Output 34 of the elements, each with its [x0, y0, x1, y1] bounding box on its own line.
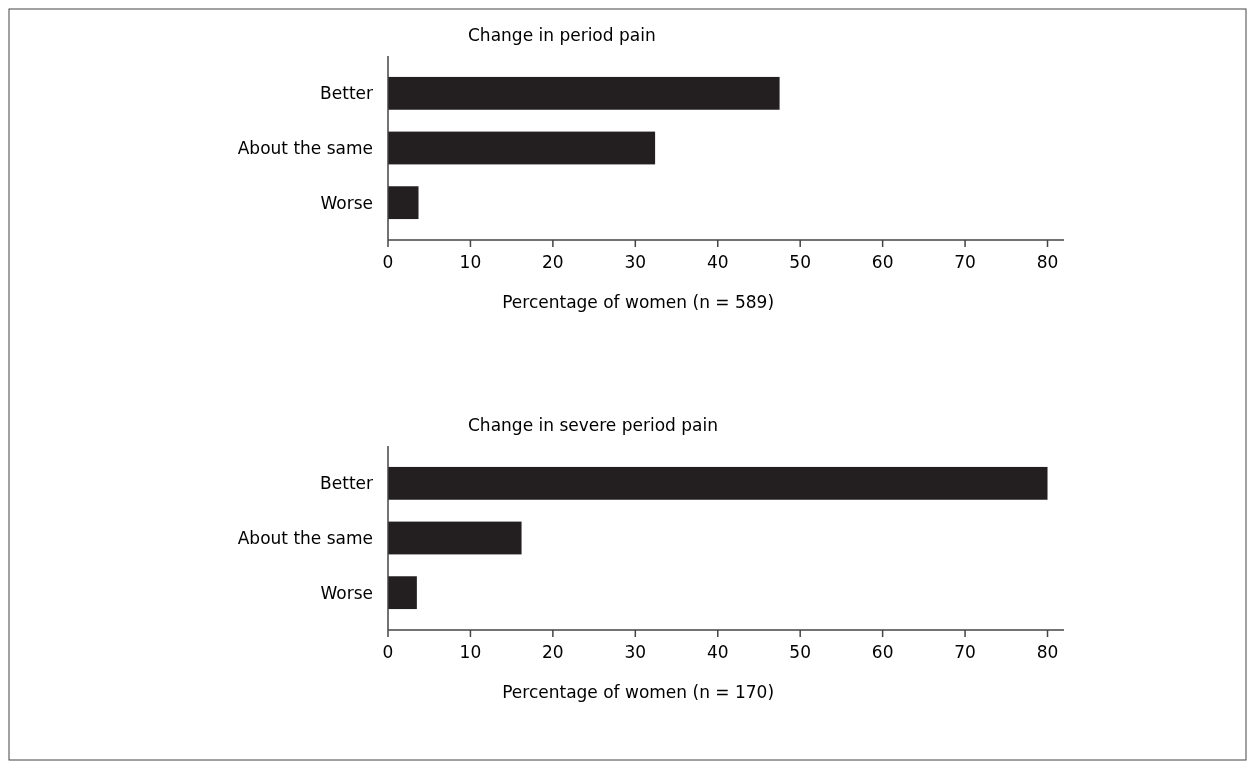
y-tick-label: Worse — [320, 582, 373, 603]
x-tick-label: 50 — [789, 252, 812, 272]
chart-title: Change in severe period pain — [468, 415, 718, 435]
bar — [388, 131, 656, 165]
x-tick-label: 60 — [871, 252, 894, 272]
y-tick-label: About the same — [237, 138, 373, 158]
x-tick-label: 80 — [1036, 642, 1059, 662]
x-tick-label: 10 — [459, 642, 482, 662]
x-tick-label: 70 — [954, 252, 976, 272]
x-tick-label: 20 — [542, 642, 564, 662]
y-tick-label: Worse — [320, 192, 373, 213]
bar — [388, 76, 780, 110]
x-tick-label: 50 — [789, 642, 812, 662]
x-tick-label: 10 — [459, 252, 482, 272]
bar — [388, 466, 1048, 500]
y-tick-label: About the same — [237, 528, 373, 548]
y-tick-label: Better — [320, 83, 374, 104]
bar — [388, 576, 417, 610]
x-tick-label: 60 — [871, 642, 894, 662]
chart-title: Change in period pain — [468, 25, 656, 45]
bar — [388, 521, 522, 555]
x-tick-label: 70 — [954, 642, 976, 662]
x-axis-title: Percentage of women (n = 170) — [502, 682, 775, 702]
x-tick-label: 0 — [382, 252, 394, 272]
x-tick-label: 0 — [382, 642, 394, 662]
x-tick-label: 20 — [542, 252, 564, 272]
x-tick-label: 40 — [706, 642, 729, 662]
bar — [388, 186, 419, 220]
y-tick-label: Better — [320, 473, 374, 494]
x-axis-title: Percentage of women (n = 589) — [502, 292, 775, 312]
x-tick-label: 40 — [706, 252, 729, 272]
x-tick-label: 30 — [624, 252, 647, 272]
x-tick-label: 80 — [1036, 252, 1059, 272]
x-tick-label: 30 — [624, 642, 647, 662]
